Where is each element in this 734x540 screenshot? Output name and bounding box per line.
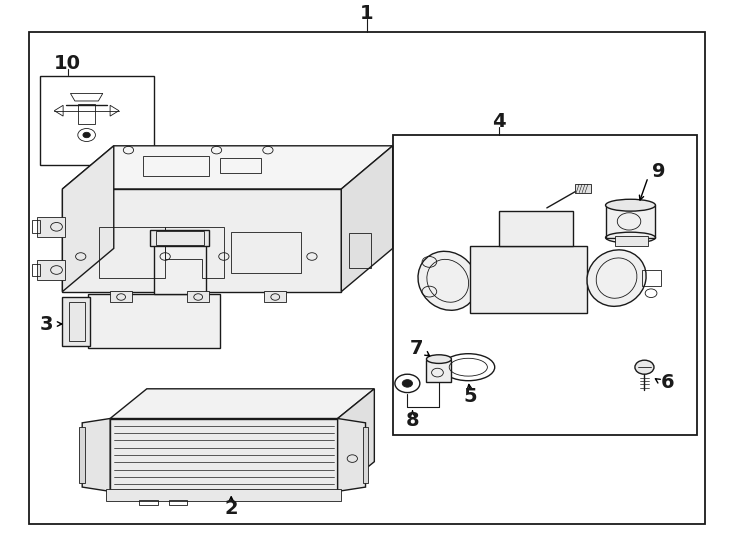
Polygon shape: [341, 146, 393, 292]
Polygon shape: [110, 418, 338, 491]
Text: 7: 7: [410, 339, 423, 358]
Circle shape: [402, 380, 413, 387]
Polygon shape: [499, 211, 573, 246]
Polygon shape: [154, 240, 206, 294]
Bar: [642, 270, 661, 286]
Bar: [363, 427, 368, 483]
Text: 2: 2: [225, 499, 238, 518]
Text: 3: 3: [40, 314, 53, 334]
Bar: [69, 302, 85, 341]
Polygon shape: [62, 146, 114, 292]
Ellipse shape: [426, 355, 451, 363]
Text: 5: 5: [463, 387, 476, 407]
Polygon shape: [470, 246, 587, 313]
Bar: [37, 260, 65, 280]
Text: 8: 8: [406, 410, 419, 430]
Text: 4: 4: [493, 112, 506, 131]
Bar: [231, 232, 301, 273]
Polygon shape: [338, 418, 366, 491]
Bar: [40, 76, 154, 165]
Ellipse shape: [418, 251, 478, 310]
Bar: [37, 217, 65, 237]
Bar: [615, 236, 648, 246]
Bar: [156, 231, 204, 245]
Bar: [606, 205, 655, 238]
Polygon shape: [110, 389, 374, 419]
Bar: [150, 230, 209, 246]
Polygon shape: [62, 189, 341, 292]
Bar: [426, 360, 451, 382]
Text: 9: 9: [653, 161, 666, 181]
Bar: [32, 220, 40, 233]
Bar: [62, 297, 90, 346]
Bar: [78, 104, 95, 124]
Bar: [32, 264, 40, 276]
Bar: [79, 427, 85, 483]
Ellipse shape: [587, 250, 646, 306]
Bar: [110, 291, 132, 302]
Bar: [139, 500, 158, 505]
Bar: [143, 156, 209, 176]
Text: 6: 6: [661, 373, 675, 392]
Text: 10: 10: [54, 53, 81, 73]
Bar: [220, 158, 261, 173]
Bar: [169, 500, 187, 505]
Bar: [575, 184, 591, 193]
Bar: [264, 291, 286, 302]
Bar: [187, 291, 209, 302]
Circle shape: [83, 132, 90, 138]
Text: 1: 1: [360, 4, 374, 23]
Polygon shape: [88, 294, 220, 348]
Bar: [99, 227, 165, 278]
Ellipse shape: [606, 199, 655, 211]
Bar: [393, 135, 697, 435]
Polygon shape: [82, 418, 110, 491]
Polygon shape: [62, 146, 393, 189]
Bar: [106, 489, 341, 501]
Bar: [349, 233, 371, 268]
Polygon shape: [338, 389, 374, 491]
Circle shape: [635, 360, 654, 374]
